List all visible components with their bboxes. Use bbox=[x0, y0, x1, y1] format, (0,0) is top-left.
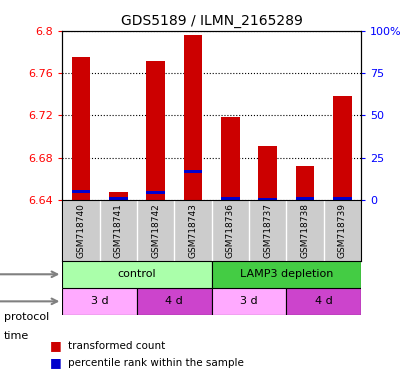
Bar bbox=[212, 261, 361, 288]
Bar bbox=[146, 191, 165, 194]
Bar bbox=[286, 288, 361, 315]
Bar bbox=[184, 170, 203, 173]
Text: percentile rank within the sample: percentile rank within the sample bbox=[68, 358, 244, 368]
Text: time: time bbox=[4, 331, 29, 341]
Text: transformed count: transformed count bbox=[68, 341, 166, 351]
Title: GDS5189 / ILMN_2165289: GDS5189 / ILMN_2165289 bbox=[121, 14, 303, 28]
Text: GSM718741: GSM718741 bbox=[114, 203, 123, 258]
Text: LAMP3 depletion: LAMP3 depletion bbox=[240, 269, 333, 279]
Text: control: control bbox=[117, 269, 156, 279]
Bar bbox=[184, 35, 203, 200]
Bar bbox=[333, 96, 352, 200]
Bar bbox=[295, 166, 315, 200]
Bar bbox=[71, 57, 90, 200]
Text: 4 d: 4 d bbox=[166, 296, 183, 306]
Bar bbox=[62, 288, 137, 315]
Text: ■: ■ bbox=[50, 339, 61, 352]
Text: 3 d: 3 d bbox=[240, 296, 258, 306]
Text: protocol: protocol bbox=[4, 312, 49, 322]
Text: 4 d: 4 d bbox=[315, 296, 332, 306]
Bar bbox=[221, 118, 240, 200]
Text: GSM718742: GSM718742 bbox=[151, 203, 160, 258]
Text: 3 d: 3 d bbox=[91, 296, 108, 306]
Bar bbox=[109, 197, 128, 200]
Bar bbox=[62, 261, 212, 288]
Text: GSM718740: GSM718740 bbox=[76, 203, 85, 258]
Text: GSM718737: GSM718737 bbox=[263, 203, 272, 258]
Text: GSM718738: GSM718738 bbox=[300, 203, 310, 258]
Bar bbox=[109, 192, 128, 200]
Text: GSM718739: GSM718739 bbox=[338, 203, 347, 258]
Text: GSM718736: GSM718736 bbox=[226, 203, 235, 258]
Bar bbox=[146, 61, 165, 200]
Bar bbox=[259, 198, 277, 202]
Text: GSM718743: GSM718743 bbox=[188, 203, 198, 258]
Bar bbox=[221, 197, 240, 200]
Bar bbox=[212, 288, 286, 315]
Bar bbox=[71, 190, 90, 193]
Text: ■: ■ bbox=[50, 356, 61, 369]
Bar bbox=[333, 197, 352, 200]
Bar bbox=[137, 288, 212, 315]
Bar bbox=[295, 197, 315, 200]
Bar bbox=[259, 146, 277, 200]
